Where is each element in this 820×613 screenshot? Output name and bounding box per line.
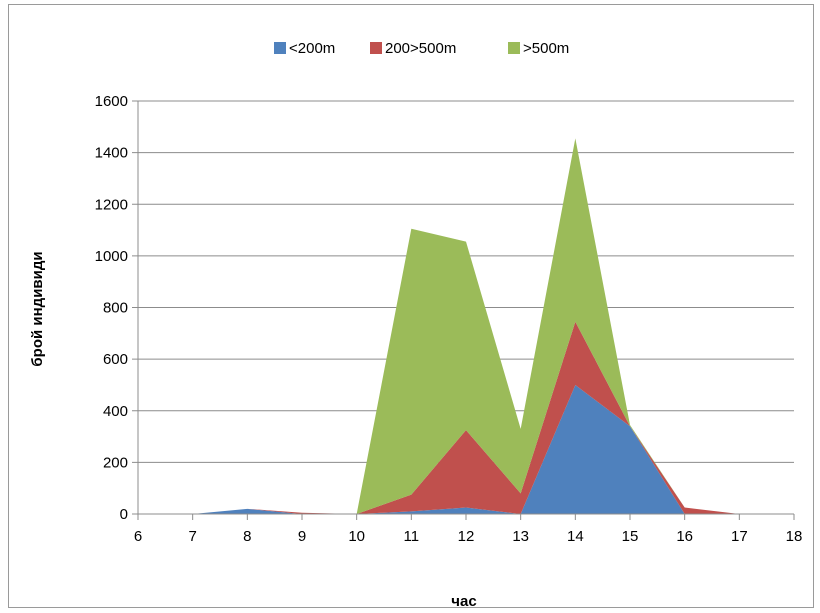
x-tick-label-11: 11 xyxy=(404,528,420,545)
x-tick-label-14: 14 xyxy=(567,528,584,545)
y-tick-label-200: 200 xyxy=(103,454,128,471)
x-tick-label-7: 7 xyxy=(188,528,196,545)
x-tick-label-16: 16 xyxy=(676,528,693,545)
x-tick-label-17: 17 xyxy=(731,528,748,545)
x-tick-label-8: 8 xyxy=(243,528,251,545)
chart-area: 0 200 400 600 800 1000 1200 1400 1600 6 7 8 9 10 11 12 1… xyxy=(8,4,814,609)
y-tick-label-1200: 1200 xyxy=(95,196,128,213)
area-series-2 xyxy=(192,138,740,514)
x-tick-label-6: 6 xyxy=(134,528,142,545)
legend-label-1: 200>500m xyxy=(385,40,456,57)
x-tick-label-15: 15 xyxy=(622,528,639,545)
axes: 0 200 400 600 800 1000 1200 1400 1600 6 7 8 9 10 11 12 1… xyxy=(95,93,803,545)
chart-svg: 0 200 400 600 800 1000 1200 1400 1600 6 7 8 9 10 11 12 1… xyxy=(29,40,803,609)
legend-swatch-1 xyxy=(370,42,382,54)
x-tick-label-13: 13 xyxy=(512,528,529,545)
y-tick-label-800: 800 xyxy=(103,300,128,317)
legend-label-0: <200m xyxy=(289,40,335,57)
y-tick-label-600: 600 xyxy=(103,351,128,368)
legend-label-2: >500m xyxy=(523,40,569,57)
y-tick-label-1600: 1600 xyxy=(95,93,128,110)
area-series-0 xyxy=(192,384,740,514)
y-tick-label-1400: 1400 xyxy=(95,145,128,162)
x-axis-title: час xyxy=(451,593,476,609)
x-tick-label-10: 10 xyxy=(348,528,365,545)
plot-areas xyxy=(192,138,740,514)
area-series-1 xyxy=(192,321,740,514)
y-tick-label-400: 400 xyxy=(103,403,128,420)
legend-swatch-0 xyxy=(274,42,286,54)
y-axis-title: брой индивиди xyxy=(29,251,46,366)
y-tick-label-1000: 1000 xyxy=(95,248,128,265)
x-tick-label-12: 12 xyxy=(458,528,475,545)
legend-swatch-2 xyxy=(508,42,520,54)
legend: <200m 200>500m >500m xyxy=(274,40,569,57)
y-tick-label-0: 0 xyxy=(120,506,128,523)
x-tick-label-18: 18 xyxy=(786,528,803,545)
x-tick-label-9: 9 xyxy=(298,528,306,545)
